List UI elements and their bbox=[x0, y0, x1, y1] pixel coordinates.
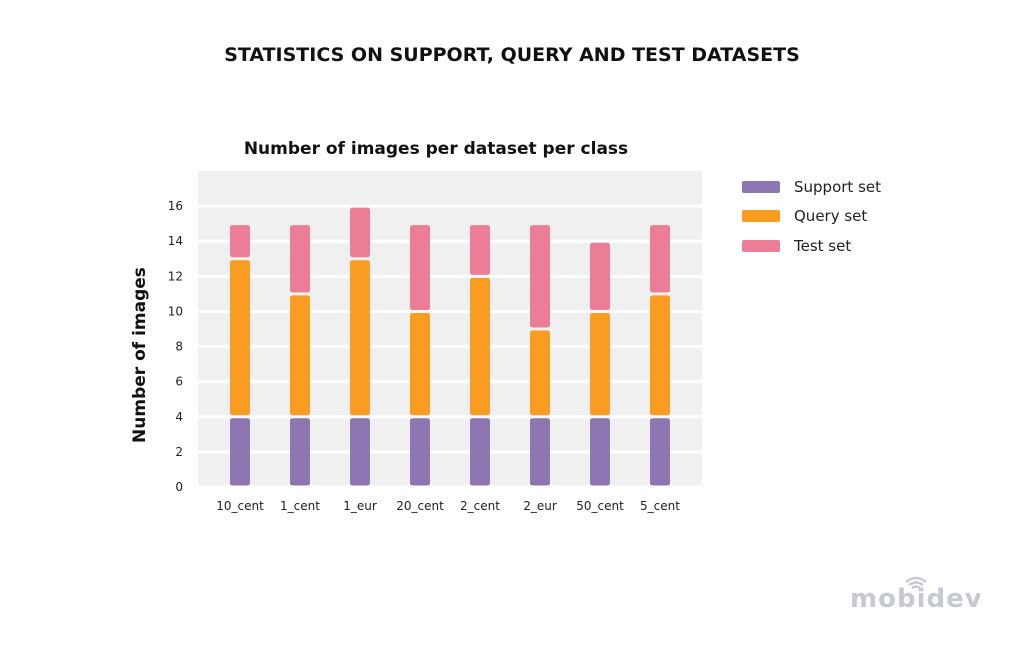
legend-label: Test set bbox=[794, 236, 852, 255]
bar-test-set-5_cent bbox=[650, 225, 670, 293]
legend-item: Support set bbox=[742, 172, 881, 202]
bar-support-set-50_cent bbox=[590, 418, 610, 486]
legend-label: Support set bbox=[794, 177, 881, 196]
bar-query-set-10_cent bbox=[230, 260, 250, 416]
x-tick-label: 1_cent bbox=[280, 499, 320, 513]
y-tick-label: 4 bbox=[175, 410, 183, 424]
bar-test-set-10_cent bbox=[230, 225, 250, 258]
bar-support-set-2_eur bbox=[530, 418, 550, 486]
page-title: STATISTICS ON SUPPORT, QUERY AND TEST DA… bbox=[224, 44, 800, 66]
x-tick-label: 5_cent bbox=[640, 499, 680, 513]
bar-support-set-20_cent bbox=[410, 418, 430, 486]
svg-text:mobidev: mobidev bbox=[850, 584, 980, 610]
legend-swatch bbox=[742, 210, 780, 223]
bar-test-set-2_eur bbox=[530, 225, 550, 328]
bar-support-set-1_eur bbox=[350, 418, 370, 486]
bar-support-set-5_cent bbox=[650, 418, 670, 486]
y-tick-label: 0 bbox=[175, 480, 183, 494]
x-tick-label: 10_cent bbox=[216, 499, 264, 513]
bar-test-set-20_cent bbox=[410, 225, 430, 310]
bar-support-set-2_cent bbox=[470, 418, 490, 486]
x-tick-label: 2_eur bbox=[523, 499, 557, 513]
y-tick-label: 2 bbox=[175, 445, 183, 459]
y-tick-label: 12 bbox=[168, 269, 183, 283]
y-tick-label: 6 bbox=[175, 375, 183, 389]
x-tick-label: 20_cent bbox=[396, 499, 444, 513]
legend-item: Test set bbox=[742, 231, 881, 261]
bar-query-set-2_eur bbox=[530, 330, 550, 416]
bar-query-set-20_cent bbox=[410, 312, 430, 416]
legend: Support set Query set Test set bbox=[742, 172, 881, 261]
x-tick-label: 2_cent bbox=[460, 499, 500, 513]
bar-query-set-2_cent bbox=[470, 277, 490, 416]
legend-item: Query set bbox=[742, 202, 881, 232]
mobidev-logo: mobidev bbox=[850, 576, 980, 610]
bar-test-set-1_eur bbox=[350, 207, 370, 258]
bar-test-set-2_cent bbox=[470, 225, 490, 275]
bar-support-set-10_cent bbox=[230, 418, 250, 486]
legend-swatch bbox=[742, 239, 780, 252]
y-tick-label: 10 bbox=[168, 304, 183, 318]
plot-background bbox=[198, 171, 702, 487]
y-axis-label: Number of images bbox=[130, 267, 150, 443]
bar-test-set-50_cent bbox=[590, 242, 610, 310]
x-tick-label: 1_eur bbox=[343, 499, 377, 513]
x-tick-label: 50_cent bbox=[576, 499, 624, 513]
chart-title: Number of images per dataset per class bbox=[244, 139, 628, 159]
bar-query-set-1_eur bbox=[350, 260, 370, 416]
bar-test-set-1_cent bbox=[290, 225, 310, 293]
bar-support-set-1_cent bbox=[290, 418, 310, 486]
y-tick-label: 16 bbox=[168, 199, 183, 213]
bar-query-set-1_cent bbox=[290, 295, 310, 416]
legend-swatch bbox=[742, 180, 780, 193]
legend-label: Query set bbox=[794, 207, 868, 226]
y-tick-label: 8 bbox=[175, 340, 183, 354]
bar-query-set-5_cent bbox=[650, 295, 670, 416]
bar-query-set-50_cent bbox=[590, 312, 610, 416]
y-tick-label: 14 bbox=[168, 234, 183, 248]
